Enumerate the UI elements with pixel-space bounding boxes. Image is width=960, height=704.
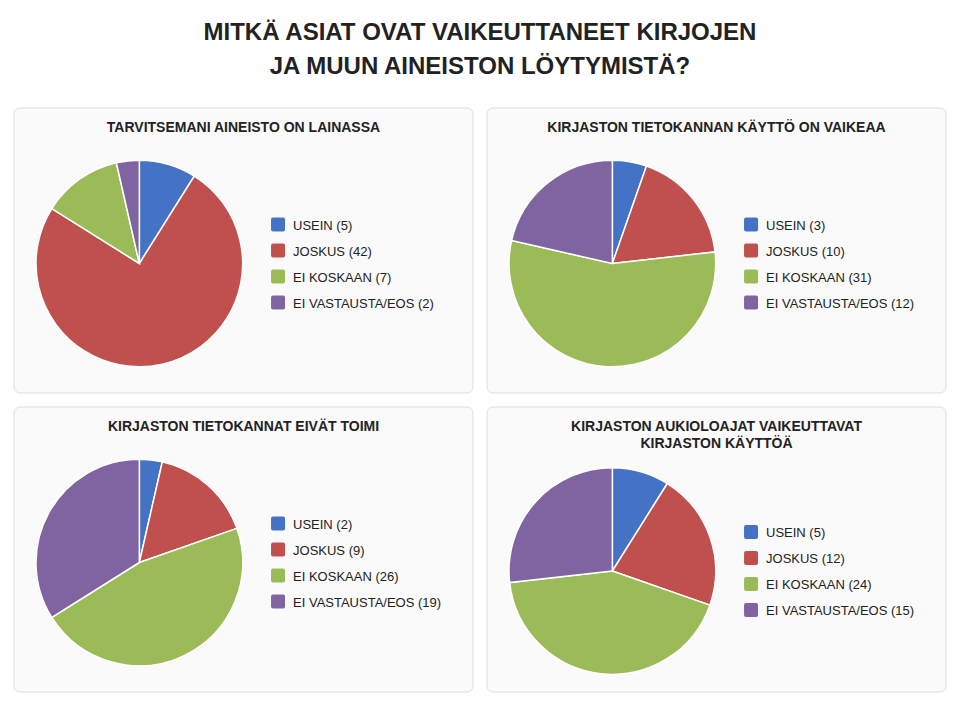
panel: KIRJASTON TIETOKANNAT EIVÄT TOIMI USEIN (…	[14, 407, 473, 692]
legend: USEIN (2) JOSKUS (9) EI KOSKAAN (26) EI VAS…	[271, 517, 441, 610]
panel-frame	[14, 108, 473, 393]
legend: USEIN (5) JOSKUS (42) EI KOSKAAN (7) EI VAS…	[271, 218, 434, 311]
legend-swatch	[271, 595, 285, 609]
pie	[509, 160, 716, 367]
legend-swatch	[744, 218, 758, 232]
legend-swatch	[271, 244, 285, 258]
pie-slice	[116, 160, 139, 263]
legend-label: EI KOSKAAN (24)	[766, 577, 871, 592]
legend-swatch	[271, 296, 285, 310]
legend-label: EI VASTAUSTA/EOS (12)	[766, 296, 914, 311]
legend-swatch	[271, 270, 285, 284]
pie-slice	[36, 459, 139, 617]
legend-swatch	[271, 543, 285, 557]
legend-label: EI KOSKAAN (26)	[293, 569, 398, 584]
legend-label: JOSKUS (9)	[293, 543, 365, 558]
panel-title: KIRJASTON AUKIOLOAJAT VAIKEUTTAVATKIRJAS…	[571, 418, 862, 451]
legend-label: EI VASTAUSTA/EOS (2)	[293, 296, 434, 311]
panel: KIRJASTON AUKIOLOAJAT VAIKEUTTAVATKIRJAS…	[487, 407, 946, 692]
pie-slice	[512, 160, 613, 263]
pie	[36, 459, 243, 666]
legend-label: USEIN (5)	[293, 218, 352, 233]
pie	[36, 160, 243, 367]
panel-title: KIRJASTON TIETOKANNAN KÄYTTÖ ON VAIKEAA	[547, 119, 885, 135]
legend-swatch	[271, 569, 285, 583]
legend-swatch	[744, 296, 758, 310]
legend: USEIN (5) JOSKUS (12) EI KOSKAAN (24) EI VA…	[744, 525, 914, 618]
background	[0, 0, 960, 704]
legend-swatch	[744, 577, 758, 591]
panel: TARVITSEMANI AINEISTO ON LAINASSA USEIN (…	[14, 108, 473, 393]
pie-slice	[510, 571, 710, 674]
legend-label: JOSKUS (10)	[766, 244, 845, 259]
legend: USEIN (3) JOSKUS (10) EI KOSKAAN (31) EI VA…	[744, 218, 914, 311]
legend-label: USEIN (5)	[766, 525, 825, 540]
legend-swatch	[744, 603, 758, 617]
legend-label: EI VASTAUSTA/EOS (19)	[293, 595, 441, 610]
panel: KIRJASTON TIETOKANNAN KÄYTTÖ ON VAIKEAA U…	[487, 108, 946, 393]
legend-swatch	[744, 551, 758, 565]
panel-title: TARVITSEMANI AINEISTO ON LAINASSA	[107, 119, 380, 135]
chart-root: MITKÄ ASIAT OVAT VAIKEUTTANEET KIRJOJENJ…	[0, 0, 960, 704]
legend-label: JOSKUS (12)	[766, 551, 845, 566]
legend-swatch	[271, 517, 285, 531]
panel-frame	[487, 108, 946, 393]
legend-swatch	[744, 525, 758, 539]
main-title: MITKÄ ASIAT OVAT VAIKEUTTANEET KIRJOJENJ…	[204, 18, 757, 79]
legend-label: JOSKUS (42)	[293, 244, 372, 259]
legend-swatch	[744, 270, 758, 284]
legend-swatch	[744, 244, 758, 258]
legend-label: EI KOSKAAN (7)	[293, 270, 391, 285]
legend-swatch	[271, 218, 285, 232]
legend-label: EI KOSKAAN (31)	[766, 270, 871, 285]
pie	[509, 468, 716, 675]
pie-slice	[509, 468, 612, 583]
panel-title: KIRJASTON TIETOKANNAT EIVÄT TOIMI	[108, 418, 379, 434]
panel-frame	[487, 407, 946, 692]
pie-slice	[612, 166, 715, 264]
legend-label: USEIN (2)	[293, 517, 352, 532]
panel-frame	[14, 407, 473, 692]
legend-label: EI VASTAUSTA/EOS (15)	[766, 603, 914, 618]
legend-label: USEIN (3)	[766, 218, 825, 233]
